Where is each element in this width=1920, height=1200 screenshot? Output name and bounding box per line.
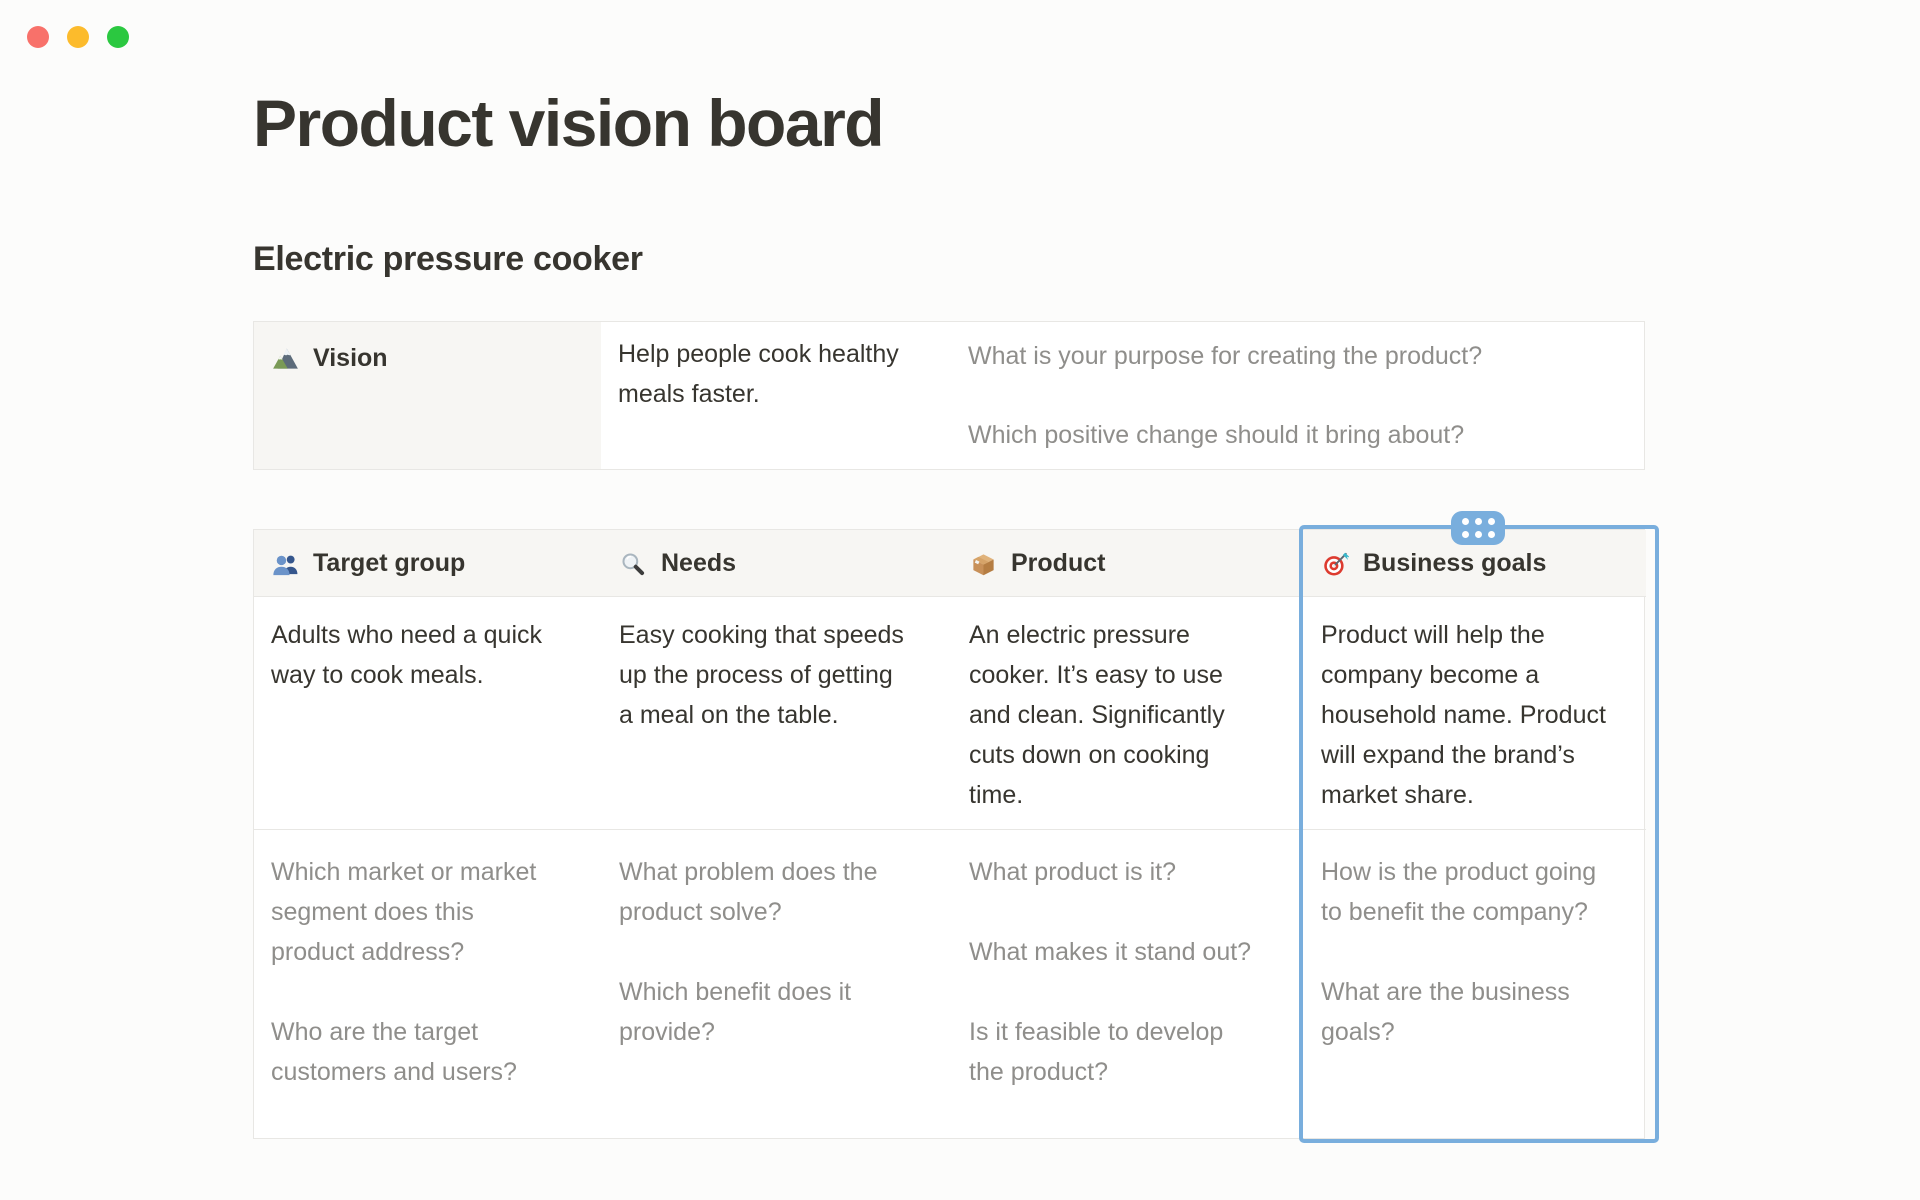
vision-table: Vision Help people cook healthy meals fa… <box>253 321 1645 470</box>
value-text: Adults who need a quick way to cook meal… <box>271 621 543 689</box>
value-text: An electric pressure cooker. It’s easy t… <box>969 621 1225 809</box>
magnifier-icon <box>620 550 647 577</box>
prompt-text: What problem does the product solve? <box>619 858 878 926</box>
header-cell-product[interactable]: Product <box>952 530 1304 596</box>
prompt-text: What product is it? <box>969 858 1177 886</box>
mountain-icon <box>272 344 299 371</box>
drag-dots-icon <box>1461 518 1495 538</box>
target-icon <box>1322 550 1351 577</box>
value-cell-needs[interactable]: Easy cooking that speeds up the process … <box>602 596 952 829</box>
vision-label-cell[interactable]: Vision <box>254 322 601 469</box>
prompt-text: What are the business goals? <box>1321 978 1570 1046</box>
header-cell-target-group[interactable]: Target group <box>254 530 602 596</box>
prompts-cell-needs[interactable]: What problem does the product solve? Whi… <box>602 829 952 1140</box>
vision-prompt: What is your purpose for creating the pr… <box>968 342 1483 370</box>
prompt-text: Is it feasible to develop the product? <box>969 1018 1224 1086</box>
busts-icon <box>272 550 299 577</box>
vision-value-text: Help people cook healthy meals faster. <box>618 340 899 408</box>
close-window-button[interactable] <box>27 26 49 48</box>
page-title: Product vision board <box>253 86 885 160</box>
column-drag-handle[interactable] <box>1451 511 1505 545</box>
prompts-cell-product[interactable]: What product is it? What makes it stand … <box>952 829 1304 1140</box>
value-text: Product will help the company become a h… <box>1321 621 1606 809</box>
header-cell-needs[interactable]: Needs <box>602 530 952 596</box>
value-cell-target-group[interactable]: Adults who need a quick way to cook meal… <box>254 596 602 829</box>
prompts-cell-business-goals[interactable]: How is the product going to benefit the … <box>1304 829 1646 1140</box>
vision-value-cell[interactable]: Help people cook healthy meals faster. <box>601 322 951 469</box>
window-controls <box>27 26 129 48</box>
vision-prompt: Which positive change should it bring ab… <box>968 421 1465 449</box>
prompt-text: What makes it stand out? <box>969 938 1252 966</box>
prompt-text: Who are the target customers and users? <box>271 1018 517 1086</box>
minimize-window-button[interactable] <box>67 26 89 48</box>
package-icon <box>970 550 997 577</box>
column-header-label: Target group <box>313 549 466 577</box>
prompts-cell-target-group[interactable]: Which market or market segment does this… <box>254 829 602 1140</box>
column-header-label: Business goals <box>1363 549 1547 577</box>
vision-label: Vision <box>313 344 388 372</box>
vision-prompts-cell[interactable]: What is your purpose for creating the pr… <box>951 322 1646 469</box>
prompt-text: How is the product going to benefit the … <box>1321 858 1597 926</box>
value-text: Easy cooking that speeds up the process … <box>619 621 904 729</box>
value-cell-product[interactable]: An electric pressure cooker. It’s easy t… <box>952 596 1304 829</box>
page-subtitle: Electric pressure cooker <box>253 240 643 278</box>
column-header-label: Needs <box>661 549 737 577</box>
prompt-text: Which market or market segment does this… <box>271 858 537 966</box>
value-cell-business-goals[interactable]: Product will help the company become a h… <box>1304 596 1646 829</box>
vision-board-table: Target group Needs Product <box>253 529 1646 1140</box>
zoom-window-button[interactable] <box>107 26 129 48</box>
column-header-label: Product <box>1011 549 1106 577</box>
prompt-text: Which benefit does it provide? <box>619 978 852 1046</box>
